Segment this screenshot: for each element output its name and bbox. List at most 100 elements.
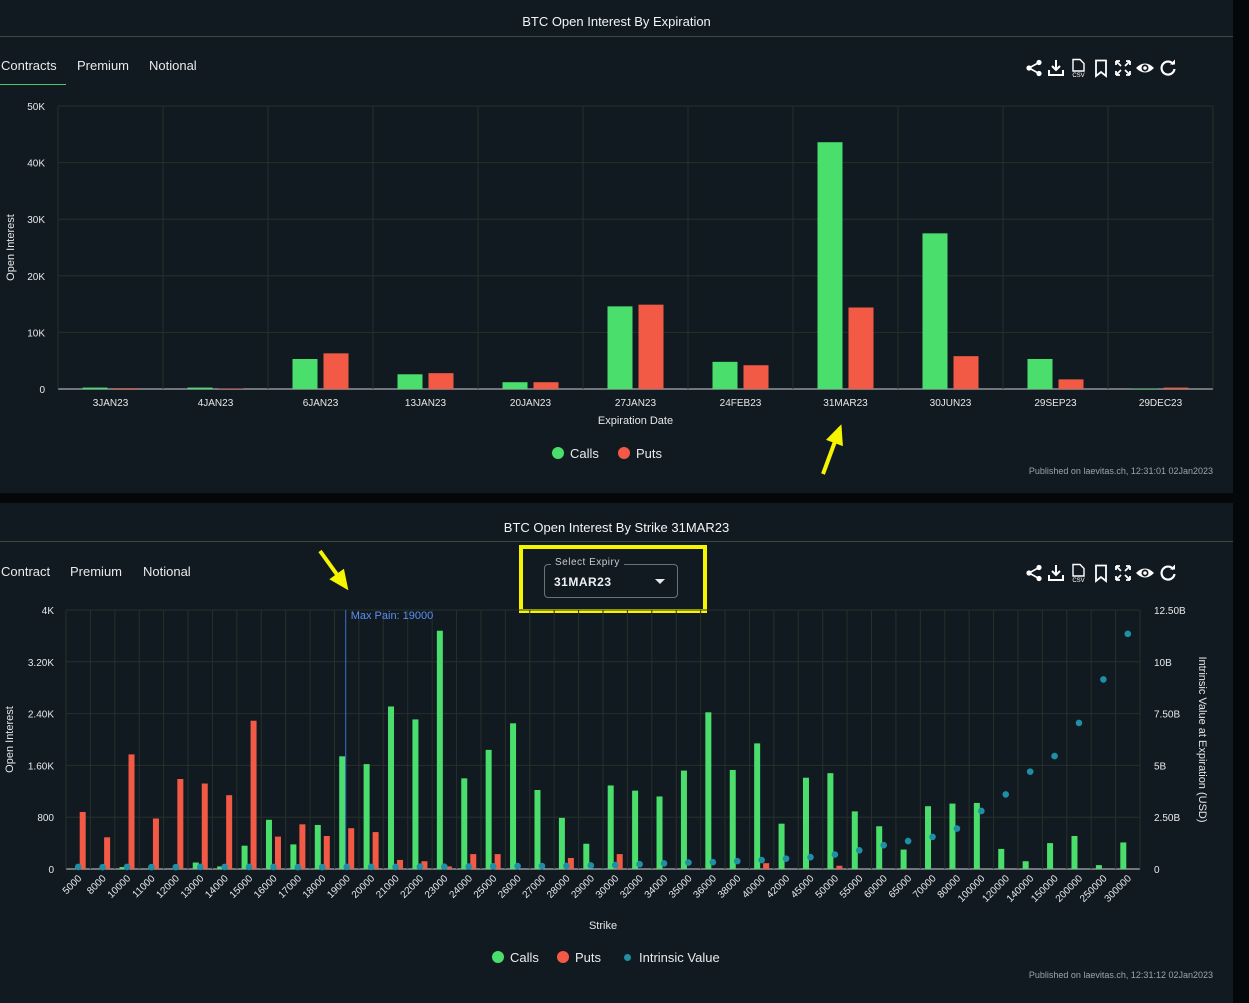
share-button[interactable] <box>1024 58 1044 78</box>
x-tick-label: 5000 <box>61 873 85 897</box>
intrinsic-point-10000 <box>123 863 131 871</box>
calls-bar-24feb23 <box>712 361 738 389</box>
puts-bar-15000 <box>250 720 257 869</box>
y2-tick-label: 5B <box>1154 761 1167 772</box>
y-tick-label: 20K <box>27 272 45 283</box>
eye-button[interactable] <box>1135 58 1155 78</box>
csv-button[interactable]: CSV <box>1068 58 1088 79</box>
legend-puts[interactable]: Puts <box>557 950 601 965</box>
puts-bar-25000 <box>494 854 501 869</box>
tab-notional[interactable]: Notional <box>149 58 197 73</box>
calls-bar-200000 <box>1071 835 1078 869</box>
intrinsic-point-300000 <box>1124 630 1132 638</box>
calls-bar-17000 <box>290 844 297 869</box>
puts-swatch <box>618 447 630 459</box>
chart-legend: Calls Puts <box>552 446 672 462</box>
puts-bar-40000 <box>763 863 770 869</box>
download-button[interactable] <box>1046 563 1066 583</box>
calls-bar-65000 <box>900 849 907 869</box>
puts-bar-16000 <box>274 836 281 869</box>
select-expiry-highlight: Select Expiry 31MAR23 <box>519 545 707 613</box>
intrinsic-point-26000 <box>514 862 521 870</box>
calls-bar-30000 <box>607 785 614 869</box>
y2-tick-label: 10B <box>1154 658 1172 669</box>
puts-bar-31mar23 <box>848 307 874 389</box>
refresh-button[interactable] <box>1158 563 1178 583</box>
bookmark-button[interactable] <box>1091 563 1111 583</box>
calls-bar-100000 <box>973 802 980 869</box>
intrinsic-point-100000 <box>978 807 985 815</box>
intrinsic-point-14000 <box>221 863 228 871</box>
intrinsic-point-150000 <box>1051 752 1058 760</box>
x-tick-label: 13JAN23 <box>405 398 447 409</box>
fullscreen-button[interactable] <box>1113 563 1133 583</box>
chevron-down-icon <box>655 579 665 584</box>
bookmark-button[interactable] <box>1091 58 1111 78</box>
legend-calls[interactable]: Calls <box>492 950 539 965</box>
x-tick-label: 20JAN23 <box>510 398 552 409</box>
x-tick-label: 50000 <box>814 873 842 901</box>
x-tick-label: 4JAN23 <box>198 398 234 409</box>
csv-icon: CSV <box>1072 563 1085 584</box>
puts-bar-23000 <box>445 866 452 869</box>
calls-bar-16000 <box>265 819 272 869</box>
fullscreen-icon <box>1115 565 1131 581</box>
intrinsic-point-50000 <box>831 851 839 858</box>
calls-bar-300000 <box>1120 842 1127 869</box>
refresh-button[interactable] <box>1158 58 1178 78</box>
puts-bar-28000 <box>567 857 574 869</box>
y2-axis-title: Intrinsic Value at Expiration (USD) <box>1196 656 1208 822</box>
calls-bar-3jan23 <box>82 387 108 389</box>
intrinsic-point-28000 <box>563 862 570 870</box>
puts-bar-8000 <box>104 837 111 869</box>
x-tick-label: 26000 <box>496 873 524 901</box>
calls-bar-15000 <box>241 845 248 869</box>
tab-notional[interactable]: Notional <box>143 564 191 579</box>
fullscreen-button[interactable] <box>1113 58 1133 78</box>
tab-contracts[interactable]: Contracts <box>1 58 57 73</box>
x-tick-label: 23000 <box>423 873 451 901</box>
intrinsic-swatch <box>624 954 631 961</box>
tab-premium[interactable]: Premium <box>77 58 130 73</box>
y-tick-label: 10K <box>27 328 45 339</box>
legend-intrinsic[interactable]: Intrinsic Value <box>622 950 720 965</box>
tab-contract[interactable]: Contract <box>1 564 51 579</box>
x-tick-label: 17000 <box>277 873 305 901</box>
x-tick-label: 36000 <box>692 873 720 901</box>
x-tick-label: 15000 <box>228 873 256 901</box>
intrinsic-point-11000 <box>148 863 155 871</box>
calls-bar-27jan23 <box>607 306 633 389</box>
share-button[interactable] <box>1024 563 1044 583</box>
expiry-select[interactable]: Select Expiry 31MAR23 <box>544 557 678 598</box>
legend-intrinsic-label: Intrinsic Value <box>639 950 720 965</box>
x-tick-label: 18000 <box>301 873 329 901</box>
calls-bar-29sep23 <box>1027 359 1053 389</box>
x-tick-label: 35000 <box>667 873 695 901</box>
bookmark-icon <box>1095 564 1107 583</box>
calls-bar-55000 <box>851 811 858 869</box>
intrinsic-point-25000 <box>489 863 497 870</box>
published-note: Published on laevitas.ch, 12:31:12 02Jan… <box>1028 970 1213 980</box>
puts-swatch <box>557 951 569 963</box>
legend-calls[interactable]: Calls <box>552 446 599 461</box>
calls-bar-50000 <box>827 773 834 869</box>
calls-bar-22000 <box>412 719 419 869</box>
y-tick-label: 800 <box>37 813 54 824</box>
x-tick-label: 34000 <box>643 873 671 901</box>
y-tick-label: 1.60K <box>28 761 54 772</box>
eye-button[interactable] <box>1135 563 1155 583</box>
legend-calls-label: Calls <box>510 950 539 965</box>
x-tick-label: 30000 <box>594 873 622 901</box>
intrinsic-point-40000 <box>758 856 765 864</box>
calls-bar-34000 <box>656 796 663 869</box>
tab-premium[interactable]: Premium <box>70 564 123 579</box>
download-button[interactable] <box>1046 58 1066 78</box>
puts-bar-24000 <box>470 854 477 869</box>
calls-bar-28000 <box>558 817 565 869</box>
intrinsic-point-80000 <box>953 825 961 832</box>
x-tick-label: 27000 <box>521 873 549 901</box>
csv-button[interactable]: CSV <box>1068 563 1088 584</box>
x-tick-label: 20000 <box>350 873 378 901</box>
legend-puts[interactable]: Puts <box>618 446 662 461</box>
x-tick-label: 28000 <box>545 873 573 901</box>
